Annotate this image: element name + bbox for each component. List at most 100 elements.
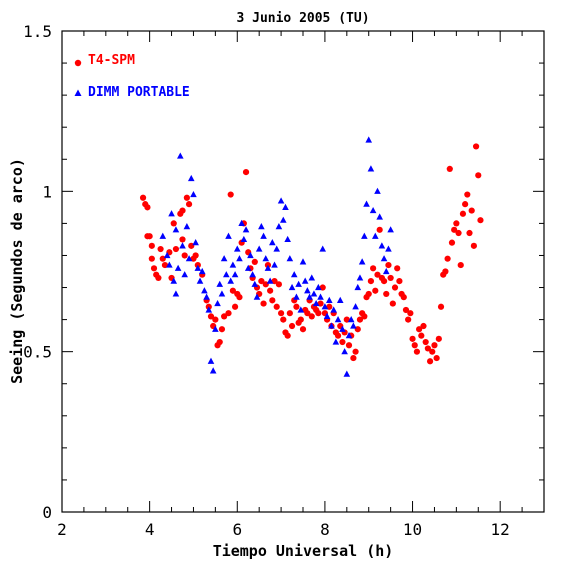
data-point bbox=[214, 299, 221, 307]
data-point bbox=[380, 255, 388, 262]
data-point bbox=[354, 283, 362, 291]
data-point bbox=[194, 264, 202, 271]
data-point bbox=[262, 281, 269, 288]
data-point bbox=[264, 264, 272, 271]
data-point bbox=[325, 296, 333, 303]
data-point bbox=[343, 316, 350, 323]
data-point bbox=[190, 190, 197, 198]
data-point bbox=[345, 342, 353, 349]
legend-entry-t4-spm: T4-SPM bbox=[74, 53, 135, 68]
data-point bbox=[144, 204, 151, 211]
data-point bbox=[198, 267, 206, 275]
data-point bbox=[247, 251, 254, 259]
data-point bbox=[238, 219, 245, 226]
data-point bbox=[229, 287, 236, 294]
data-point bbox=[317, 300, 324, 307]
y-tick-label: 0 bbox=[42, 503, 52, 522]
data-point bbox=[444, 255, 451, 262]
data-point bbox=[231, 303, 239, 310]
data-point bbox=[422, 338, 429, 346]
data-point bbox=[400, 294, 407, 301]
data-point bbox=[369, 206, 377, 214]
data-point bbox=[253, 293, 261, 300]
data-point bbox=[437, 303, 445, 310]
data-point bbox=[347, 316, 355, 323]
data-point bbox=[240, 235, 248, 243]
data-point bbox=[179, 236, 186, 243]
data-point bbox=[181, 252, 188, 259]
data-point bbox=[372, 287, 379, 294]
data-point bbox=[317, 293, 324, 300]
data-point bbox=[468, 207, 475, 214]
data-point bbox=[280, 316, 287, 323]
y-axis-title: Seeing (Segundos de arco) bbox=[8, 158, 26, 384]
data-point bbox=[457, 261, 464, 269]
data-point bbox=[187, 174, 195, 182]
data-point bbox=[275, 281, 282, 288]
data-point bbox=[446, 165, 453, 172]
data-point bbox=[387, 274, 394, 282]
data-point bbox=[396, 278, 403, 285]
data-point bbox=[420, 322, 427, 330]
y-tick-label: 1 bbox=[42, 182, 52, 201]
data-point bbox=[394, 265, 401, 272]
data-point bbox=[183, 223, 191, 230]
data-point bbox=[407, 310, 414, 317]
y-tick-label: 0.5 bbox=[23, 343, 52, 362]
data-point bbox=[385, 261, 392, 269]
data-point bbox=[385, 245, 392, 252]
data-point bbox=[326, 303, 333, 310]
data-point bbox=[361, 232, 368, 239]
legend-marker-circle bbox=[74, 59, 82, 67]
data-point bbox=[227, 191, 234, 198]
data-point bbox=[389, 300, 396, 307]
axis-ticks bbox=[61, 30, 545, 513]
plot-frame bbox=[61, 30, 545, 513]
data-point bbox=[267, 287, 274, 294]
data-point bbox=[345, 332, 353, 339]
data-point bbox=[416, 326, 423, 333]
data-point bbox=[462, 201, 469, 208]
data-point bbox=[315, 283, 322, 291]
data-point bbox=[185, 201, 193, 208]
data-point bbox=[402, 306, 410, 314]
data-point bbox=[251, 258, 258, 265]
data-point bbox=[148, 255, 155, 262]
data-point bbox=[290, 271, 298, 278]
data-point bbox=[299, 326, 307, 333]
chart-title: 3 Junio 2005 (TU) bbox=[236, 11, 369, 26]
data-point bbox=[201, 287, 208, 294]
legend-label: DIMM PORTABLE bbox=[88, 85, 190, 100]
data-point bbox=[356, 274, 364, 281]
data-point bbox=[288, 283, 296, 291]
data-point bbox=[378, 242, 386, 249]
data-point bbox=[413, 348, 421, 355]
data-point bbox=[161, 261, 169, 269]
data-point bbox=[350, 322, 357, 329]
series-dimm-portable bbox=[159, 136, 394, 377]
data-point bbox=[192, 252, 199, 259]
data-point bbox=[350, 354, 357, 362]
data-point bbox=[448, 239, 456, 246]
data-point bbox=[411, 342, 418, 349]
data-point bbox=[352, 348, 359, 355]
data-point bbox=[163, 251, 171, 259]
data-point bbox=[431, 342, 438, 349]
data-point bbox=[262, 255, 270, 262]
data-point bbox=[370, 265, 377, 272]
data-point bbox=[295, 280, 302, 287]
data-point bbox=[374, 187, 381, 194]
data-point bbox=[192, 239, 199, 246]
x-tick-label: 6 bbox=[232, 520, 242, 539]
data-point bbox=[170, 220, 177, 227]
x-tick-label: 12 bbox=[491, 520, 510, 539]
data-point bbox=[358, 258, 366, 265]
data-point bbox=[312, 299, 320, 307]
data-point bbox=[310, 290, 318, 297]
x-tick-label: 2 bbox=[57, 520, 67, 539]
data-point bbox=[301, 277, 309, 284]
data-point bbox=[464, 191, 471, 198]
data-point bbox=[273, 303, 280, 310]
data-point bbox=[249, 271, 256, 278]
data-point bbox=[426, 358, 434, 365]
